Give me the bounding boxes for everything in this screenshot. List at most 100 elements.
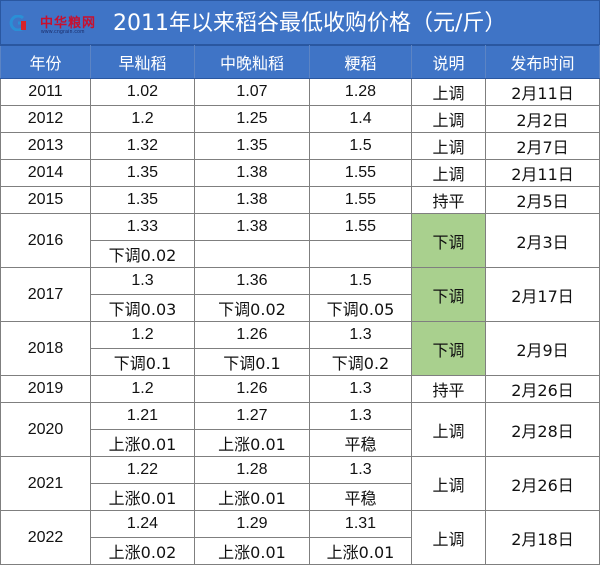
date-cell: 2月18日 [485,510,600,565]
early-price-cell: 1.02 [90,78,195,106]
date-cell: 2月5日 [485,186,600,214]
mid-late-price-cell: 1.28 [194,456,310,484]
japonica-change-cell: 下调0.2 [309,348,412,376]
table-row: 2014 1.35 1.38 1.55 上调 2月11日 [0,159,600,187]
note-cell: 上调 [411,510,486,565]
mid-late-change-cell [194,240,310,268]
early-price-cell: 1.33 [90,213,195,241]
year-cell: 2014 [0,159,91,187]
japonica-price-cell: 1.5 [309,132,412,160]
japonica-price-cell: 1.3 [309,456,412,484]
mid-late-price-cell: 1.38 [194,186,310,214]
early-change-cell: 下调0.02 [90,240,195,268]
price-table: 年份 早籼稻 中晚籼稻 粳稻 说明 发布时间 2011 1.02 1.07 1.… [0,45,600,565]
year-cell: 2021 [0,456,91,511]
mid-late-change-cell: 上涨0.01 [194,483,310,511]
mid-late-price-cell: 1.36 [194,267,310,295]
japonica-price-cell: 1.55 [309,186,412,214]
japonica-price-cell: 1.28 [309,78,412,106]
note-cell: 上调 [411,402,486,457]
table-row: 2015 1.35 1.38 1.55 持平 2月5日 [0,186,600,214]
col-header-note: 说明 [411,45,486,79]
date-cell: 2月17日 [485,267,600,322]
note-cell: 持平 [411,186,486,214]
table-row: 2017 1.3 1.36 1.5 下调 2月17日 [0,267,600,322]
early-price-cell: 1.2 [90,321,195,349]
year-cell: 2013 [0,132,91,160]
year-cell: 2020 [0,402,91,457]
japonica-price-cell: 1.5 [309,267,412,295]
japonica-change-cell [309,240,412,268]
title-bar: 中华粮网 www.cngrain.com 2011年以来稻谷最低收购价格（元/斤… [0,0,600,45]
col-header-early-indica: 早籼稻 [90,45,195,79]
mid-late-price-cell: 1.29 [194,510,310,538]
page-title: 2011年以来稻谷最低收购价格（元/斤） [113,11,507,36]
date-cell: 2月11日 [485,78,600,106]
date-cell: 2月9日 [485,321,600,376]
early-change-cell: 上涨0.02 [90,537,195,565]
year-cell: 2012 [0,105,91,133]
mid-late-price-cell: 1.25 [194,105,310,133]
japonica-price-cell: 1.3 [309,375,412,403]
early-price-cell: 1.22 [90,456,195,484]
table-row: 2011 1.02 1.07 1.28 上调 2月11日 [0,78,600,106]
note-cell: 下调 [411,267,486,322]
table-subrow: 下调0.1 下调0.1 下调0.2 [1,348,600,376]
table-row: 2022 1.24 1.29 1.31 上调 2月18日 [0,510,600,565]
japonica-price-cell: 1.55 [309,159,412,187]
table-row: 2018 1.2 1.26 1.3 下调 2月9日 [0,321,600,376]
note-cell: 上调 [411,105,486,133]
mid-late-price-cell: 1.38 [194,159,310,187]
table-row: 2012 1.2 1.25 1.4 上调 2月2日 [0,105,600,133]
japonica-price-cell: 1.31 [309,510,412,538]
note-cell: 下调 [411,213,486,268]
year-cell: 2015 [0,186,91,214]
table-subrow: 上涨0.01 上涨0.01 平稳 [1,429,600,457]
mid-late-change-cell: 下调0.1 [194,348,310,376]
japonica-price-cell: 1.4 [309,105,412,133]
logo-mark-icon [9,15,26,31]
mid-late-price-cell: 1.26 [194,375,310,403]
date-cell: 2月28日 [485,402,600,457]
note-cell: 下调 [411,321,486,376]
japonica-change-cell: 平稳 [309,483,412,511]
table-subrow: 上涨0.01 上涨0.01 平稳 [1,483,600,511]
table-row: 2020 1.21 1.27 1.3 上调 2月28日 [0,402,600,457]
early-change-cell: 下调0.1 [90,348,195,376]
note-cell: 上调 [411,132,486,160]
japonica-change-cell: 平稳 [309,429,412,457]
japonica-change-cell: 下调0.05 [309,294,412,322]
date-cell: 2月26日 [485,375,600,403]
year-cell: 2018 [0,321,91,376]
logo-name: 中华粮网 [40,16,97,31]
mid-late-change-cell: 上涨0.01 [194,429,310,457]
table-row: 2016 1.33 1.38 1.55 下调 2月3日 [0,213,600,268]
col-header-year: 年份 [0,45,91,79]
early-change-cell: 上涨0.01 [90,429,195,457]
mid-late-price-cell: 1.35 [194,132,310,160]
early-price-cell: 1.3 [90,267,195,295]
table-row: 2019 1.2 1.26 1.3 持平 2月26日 [0,375,600,403]
mid-late-change-cell: 下调0.02 [194,294,310,322]
note-cell: 持平 [411,375,486,403]
date-cell: 2月3日 [485,213,600,268]
early-price-cell: 1.21 [90,402,195,430]
early-change-cell: 上涨0.01 [90,483,195,511]
early-price-cell: 1.2 [90,375,195,403]
col-header-japonica: 粳稻 [309,45,412,79]
mid-late-price-cell: 1.38 [194,213,310,241]
early-price-cell: 1.35 [90,159,195,187]
note-cell: 上调 [411,456,486,511]
year-cell: 2022 [0,510,91,565]
table-row: 2013 1.32 1.35 1.5 上调 2月7日 [0,132,600,160]
table-subrow: 下调0.02 [1,240,600,268]
cngrain-logo: 中华粮网 www.cngrain.com [7,11,99,37]
date-cell: 2月2日 [485,105,600,133]
table-subrow: 上涨0.02 上涨0.01 上涨0.01 [1,537,600,565]
early-price-cell: 1.32 [90,132,195,160]
date-cell: 2月11日 [485,159,600,187]
early-price-cell: 1.35 [90,186,195,214]
date-cell: 2月7日 [485,132,600,160]
year-cell: 2016 [0,213,91,268]
